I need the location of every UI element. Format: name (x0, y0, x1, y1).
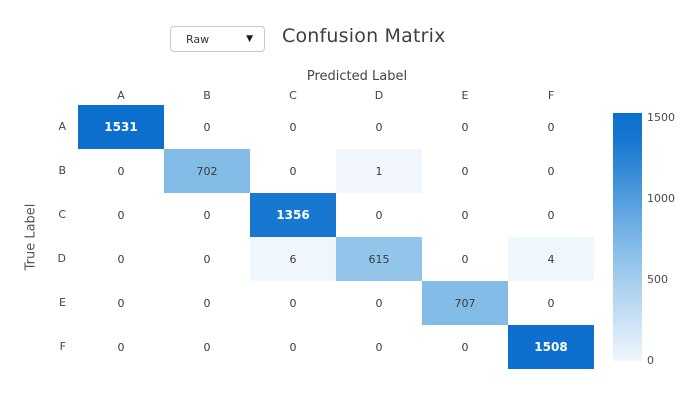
chevron-down-icon: ▼ (246, 33, 253, 44)
matrix-cell-B-F[interactable]: 0 (508, 149, 594, 193)
matrix-cell-E-B[interactable]: 0 (164, 281, 250, 325)
colorbar-tick-label: 0 (647, 354, 654, 367)
matrix-cell-D-C[interactable]: 6 (250, 237, 336, 281)
x-tick-label: B (203, 89, 211, 102)
x-axis-tick-labels: A B C D E F (78, 89, 594, 104)
matrix-cell-A-B[interactable]: 0 (164, 105, 250, 149)
matrix-cell-D-A[interactable]: 0 (78, 237, 164, 281)
matrix-cell-C-C[interactable]: 1356 (250, 193, 336, 237)
matrix-cell-B-D[interactable]: 1 (336, 149, 422, 193)
x-tick-label: A (117, 89, 125, 102)
matrix-cell-D-D[interactable]: 615 (336, 237, 422, 281)
matrix-cell-A-C[interactable]: 0 (250, 105, 336, 149)
matrix-cell-D-F[interactable]: 4 (508, 237, 594, 281)
x-tick-label: F (547, 89, 555, 102)
colorbar: 1500 1000 500 0 (613, 111, 693, 367)
chart-title: Confusion Matrix (282, 25, 446, 47)
matrix-cell-E-D[interactable]: 0 (336, 281, 422, 325)
colorbar-tick-label: 1500 (647, 111, 675, 125)
metric-mode-select[interactable]: Raw ▼ (170, 26, 265, 52)
matrix-cell-F-D[interactable]: 0 (336, 325, 422, 369)
matrix-cell-F-E[interactable]: 0 (422, 325, 508, 369)
colorbar-tick-label: 1000 (647, 192, 675, 205)
matrix-cell-E-E[interactable]: 707 (422, 281, 508, 325)
matrix-cell-C-A[interactable]: 0 (78, 193, 164, 237)
matrix-cell-B-A[interactable]: 0 (78, 149, 164, 193)
x-tick-label: E (461, 89, 469, 102)
matrix-cell-A-D[interactable]: 0 (336, 105, 422, 149)
matrix-cell-C-F[interactable]: 0 (508, 193, 594, 237)
y-tick-label: C (58, 208, 66, 221)
colorbar-tick-label: 500 (647, 273, 668, 286)
matrix-cell-D-E[interactable]: 0 (422, 237, 508, 281)
y-tick-label: E (59, 296, 66, 309)
matrix-cell-B-C[interactable]: 0 (250, 149, 336, 193)
y-tick-label: F (59, 340, 66, 353)
matrix-cell-B-B[interactable]: 702 (164, 149, 250, 193)
matrix-cell-C-E[interactable]: 0 (422, 193, 508, 237)
matrix-cell-F-A[interactable]: 0 (78, 325, 164, 369)
y-tick-label: B (58, 164, 66, 177)
x-axis-title: Predicted Label (306, 69, 408, 84)
matrix-cell-C-B[interactable]: 0 (164, 193, 250, 237)
matrix-cell-B-E[interactable]: 0 (422, 149, 508, 193)
y-tick-label: A (58, 120, 66, 133)
matrix-cell-E-F[interactable]: 0 (508, 281, 594, 325)
matrix-cell-F-C[interactable]: 0 (250, 325, 336, 369)
y-axis-tick-labels: A B C D E F (0, 105, 72, 369)
matrix-cell-C-D[interactable]: 0 (336, 193, 422, 237)
matrix-cell-A-F[interactable]: 0 (508, 105, 594, 149)
matrix-cell-A-E[interactable]: 0 (422, 105, 508, 149)
colorbar-gradient (613, 113, 642, 361)
y-tick-label: D (57, 252, 66, 265)
matrix-cell-E-C[interactable]: 0 (250, 281, 336, 325)
x-tick-label: C (289, 89, 297, 102)
heatmap-grid: 1531 0 0 0 0 0 0 702 0 1 0 0 0 0 1356 0 0 0 0 0 6 615 0 4 0 0 0 0 70… (78, 105, 594, 369)
x-tick-label: D (374, 89, 384, 102)
metric-mode-selected-value: Raw (186, 32, 210, 46)
matrix-cell-F-F[interactable]: 1508 (508, 325, 594, 369)
matrix-cell-A-A[interactable]: 1531 (78, 105, 164, 149)
matrix-cell-D-B[interactable]: 0 (164, 237, 250, 281)
matrix-cell-F-B[interactable]: 0 (164, 325, 250, 369)
matrix-cell-E-A[interactable]: 0 (78, 281, 164, 325)
